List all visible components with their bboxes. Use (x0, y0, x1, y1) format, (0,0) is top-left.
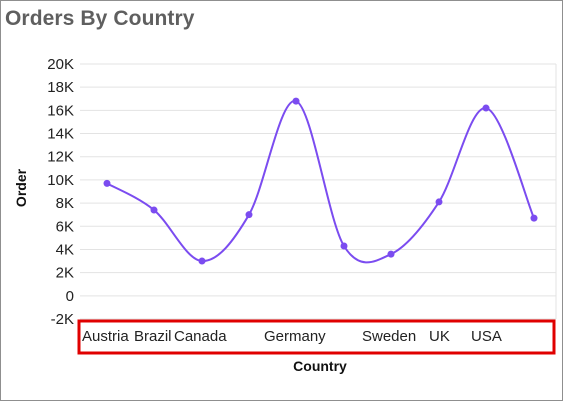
y-tick-label: -2K (51, 311, 74, 328)
y-tick-label: 20K (47, 56, 74, 73)
x-tick-label: Germany (264, 328, 326, 345)
highlight-box (77, 319, 556, 355)
data-point (150, 206, 158, 214)
y-tick-label: 2K (56, 265, 74, 282)
data-point (482, 104, 490, 112)
y-axis-ticks: -2K 0 2K 4K 6K 8K 10K 12K 14K 16K 18K 20K (47, 56, 74, 328)
y-tick-label: 12K (47, 149, 74, 166)
data-point (292, 97, 300, 105)
y-tick-label: 6K (56, 218, 74, 235)
y-tick-label: 18K (47, 79, 74, 96)
data-points (103, 97, 538, 265)
chart-title: Orders By Country (5, 7, 195, 30)
x-tick-label: UK (429, 328, 450, 345)
x-tick-label: Canada (174, 328, 227, 345)
y-tick-label: 14K (47, 126, 74, 143)
x-tick-label: Sweden (362, 328, 416, 345)
y-tick-label: 16K (47, 102, 74, 119)
y-axis-title: Order (13, 168, 29, 207)
x-tick-label: Austria (82, 328, 129, 345)
x-axis-title: Country (293, 358, 347, 374)
data-point (387, 250, 395, 258)
x-tick-label: USA (471, 328, 502, 345)
x-tick-label: Brazil (134, 328, 172, 345)
x-axis-ticks: Austria Brazil Canada Germany Sweden UK USA (82, 328, 502, 345)
data-point (530, 214, 538, 222)
data-point (340, 242, 348, 250)
data-point (435, 198, 443, 206)
grid-lines (80, 63, 557, 320)
y-tick-label: 8K (56, 195, 74, 212)
series-line (106, 100, 535, 264)
data-point (103, 179, 111, 187)
data-point (245, 211, 253, 219)
y-tick-label: 10K (47, 172, 74, 189)
data-point (198, 257, 206, 265)
y-tick-label: 0 (66, 288, 74, 305)
y-tick-label: 4K (56, 241, 74, 258)
